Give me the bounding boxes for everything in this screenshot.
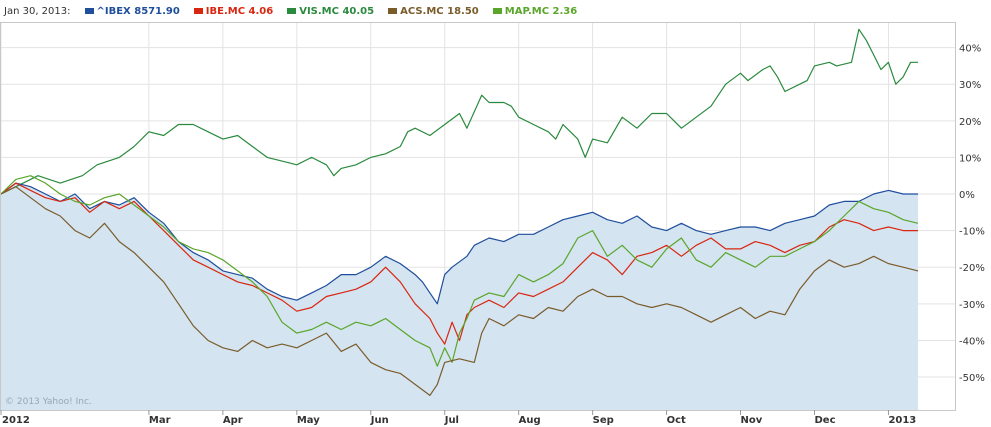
x-tick-label-1: Mar (149, 415, 171, 426)
x-tick-label-3: May (297, 415, 320, 426)
legend-item-vis[interactable]: VIS.MC 40.05 (287, 6, 374, 17)
legend-item-ibe[interactable]: IBE.MC 4.06 (193, 5, 274, 17)
x-tick-label-8: Oct (667, 415, 686, 426)
legend-label-vis: VIS.MC 40.05 (299, 5, 375, 17)
ibex-area (1, 183, 919, 410)
y-tick-label-4: 0% (959, 190, 975, 201)
watermark-text: © 2013 Yahoo! Inc. (5, 397, 92, 407)
x-tick-label-4: Jun (370, 415, 389, 426)
x-tick-label-6: Aug (519, 415, 541, 426)
x-tick-label-2: Apr (223, 415, 243, 426)
series-line-ibex[interactable] (0, 182, 918, 305)
legend-swatch-acs (388, 8, 398, 14)
y-tick-label-8: -40% (959, 336, 985, 347)
legend-item-map[interactable]: MAP.MC 2.36 (492, 5, 578, 17)
legend-swatch-map (492, 8, 502, 14)
legend-swatch-ibex (84, 8, 94, 14)
y-tick-label-9: -50% (959, 373, 985, 384)
series-line-vis[interactable] (0, 28, 918, 195)
legend-label-map: MAP.MC 2.36 (504, 5, 578, 17)
legend-item-ibex[interactable]: ^IBEX 8571.90 (84, 5, 180, 17)
legend-label-acs: ACS.MC 18.50 (400, 5, 479, 17)
x-tick-label-7: Sep (593, 415, 614, 426)
series-line-acs[interactable] (0, 186, 919, 396)
y-tick-label-6: -20% (959, 263, 985, 274)
y-tick-label-5: -10% (959, 227, 985, 238)
y-tick-label-0: 40% (959, 44, 981, 55)
y-axis: 40% 30% 20% 10% 0% -10% -20% -30% -40% -50% (959, 44, 985, 384)
x-tick-label-0: 2012 (2, 415, 30, 426)
series-line-ibe[interactable] (0, 182, 918, 345)
legend-label-ibex: ^IBEX 8571.90 (96, 5, 180, 17)
y-tick-label-1: 30% (959, 80, 981, 91)
legend-label-ibe: IBE.MC 4.06 (205, 5, 274, 17)
y-tick-label-3: 10% (959, 153, 981, 164)
ibex-area-fill (1, 183, 919, 410)
x-tick-label-5: Jul (444, 415, 459, 426)
legend-swatch-ibe (193, 8, 203, 14)
legend-item-acs[interactable]: ACS.MC 18.50 (388, 6, 479, 17)
y-tick-label-7: -30% (959, 300, 985, 311)
legend-swatch-vis (287, 8, 297, 14)
series-line-map[interactable] (0, 175, 919, 367)
x-tick-label-9: Nov (741, 415, 763, 426)
chart-legend: Jan 30, 2013: ^IBEX 8571.90 IBE.MC 4.06 … (0, 0, 991, 22)
x-axis: 2012 Mar Apr May Jun Jul Aug Sep Oct Nov Dec 2013 (0, 410, 916, 426)
x-tick-label-10: Dec (814, 415, 835, 426)
series-lines (0, 28, 919, 396)
y-tick-label-2: 20% (959, 117, 981, 128)
x-tick-label-11: 2013 (888, 415, 916, 426)
legend-date: Jan 30, 2013: (4, 5, 71, 17)
